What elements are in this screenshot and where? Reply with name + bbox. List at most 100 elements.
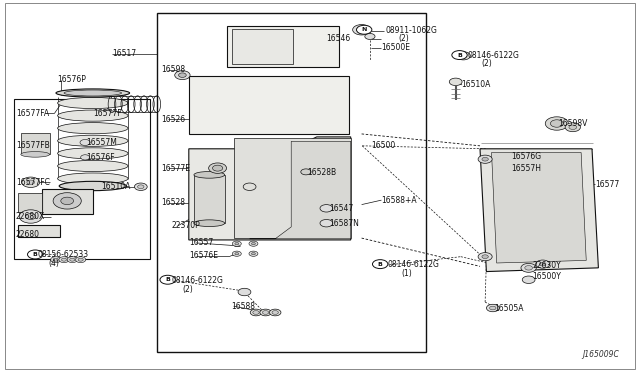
Circle shape: [78, 258, 83, 261]
Circle shape: [353, 25, 371, 35]
Circle shape: [28, 250, 43, 259]
Text: 16557: 16557: [189, 238, 213, 247]
Circle shape: [250, 309, 262, 316]
Ellipse shape: [21, 152, 50, 157]
Ellipse shape: [59, 181, 127, 190]
Circle shape: [76, 257, 86, 263]
Circle shape: [238, 288, 251, 296]
Ellipse shape: [58, 97, 128, 109]
Circle shape: [525, 266, 532, 270]
Text: 16557H: 16557H: [511, 164, 541, 173]
Circle shape: [365, 33, 375, 39]
Polygon shape: [480, 149, 598, 272]
Circle shape: [356, 25, 372, 34]
Circle shape: [536, 260, 550, 268]
Circle shape: [134, 183, 147, 190]
Text: 16557M: 16557M: [86, 138, 117, 147]
Text: 16588: 16588: [232, 302, 256, 311]
Text: 16505A: 16505A: [494, 304, 524, 312]
Text: 16500: 16500: [371, 141, 396, 150]
Text: 22370P: 22370P: [172, 221, 200, 230]
Circle shape: [569, 125, 577, 129]
Bar: [157, 13, 426, 352]
Circle shape: [26, 214, 36, 219]
Polygon shape: [250, 141, 351, 239]
Circle shape: [179, 73, 186, 77]
Circle shape: [61, 197, 74, 205]
Circle shape: [372, 260, 388, 269]
Text: 22680X: 22680X: [16, 212, 45, 221]
Circle shape: [232, 241, 241, 246]
Text: 16577FB: 16577FB: [16, 141, 50, 150]
Circle shape: [460, 54, 467, 58]
Circle shape: [235, 243, 239, 245]
Circle shape: [80, 140, 90, 145]
Text: 16576P: 16576P: [58, 76, 86, 84]
Circle shape: [61, 258, 67, 261]
Ellipse shape: [194, 171, 225, 178]
Text: 22630Y: 22630Y: [532, 262, 561, 270]
Circle shape: [235, 253, 239, 255]
Text: 22680: 22680: [16, 230, 40, 239]
Ellipse shape: [301, 169, 311, 175]
Circle shape: [565, 123, 580, 132]
Circle shape: [175, 71, 190, 80]
Circle shape: [260, 309, 271, 316]
Ellipse shape: [56, 89, 129, 97]
Circle shape: [550, 120, 563, 127]
Polygon shape: [189, 137, 351, 240]
Text: 16576G: 16576G: [511, 153, 541, 161]
Circle shape: [59, 257, 69, 263]
Circle shape: [522, 276, 535, 283]
Ellipse shape: [58, 135, 128, 146]
Bar: [18, 193, 42, 212]
Circle shape: [272, 311, 278, 314]
Bar: [21, 133, 50, 154]
Text: 16500Y: 16500Y: [532, 272, 561, 281]
Circle shape: [478, 155, 492, 163]
Text: 16576E: 16576E: [189, 251, 218, 260]
Circle shape: [486, 304, 499, 312]
Text: 16528B: 16528B: [307, 168, 337, 177]
Circle shape: [262, 311, 269, 314]
Circle shape: [249, 241, 258, 246]
Text: 16588+A: 16588+A: [381, 196, 417, 205]
Text: 16526: 16526: [161, 115, 186, 124]
Polygon shape: [234, 138, 351, 238]
Circle shape: [320, 219, 333, 227]
Text: (4): (4): [48, 259, 59, 268]
Text: 16577F: 16577F: [93, 109, 122, 118]
Circle shape: [478, 253, 492, 261]
Bar: [42, 189, 93, 214]
Text: 08146-6122G: 08146-6122G: [172, 276, 223, 285]
Circle shape: [482, 255, 488, 259]
Text: 16517: 16517: [112, 49, 136, 58]
Circle shape: [51, 257, 61, 263]
Text: (2): (2): [182, 285, 193, 294]
Ellipse shape: [209, 163, 227, 173]
Ellipse shape: [58, 110, 128, 121]
Text: 16528: 16528: [161, 198, 186, 207]
Circle shape: [320, 205, 333, 212]
Circle shape: [138, 185, 144, 189]
Text: 16510A: 16510A: [461, 80, 490, 89]
Text: 08146-6122G: 08146-6122G: [467, 51, 519, 60]
Polygon shape: [492, 153, 586, 263]
Text: N: N: [362, 27, 367, 32]
Text: 16598V: 16598V: [558, 119, 588, 128]
Circle shape: [482, 157, 488, 161]
Text: J165009C: J165009C: [582, 350, 620, 359]
Text: B: B: [33, 252, 38, 257]
Circle shape: [232, 251, 241, 256]
Text: 16547: 16547: [330, 204, 354, 213]
Text: 16546: 16546: [326, 34, 351, 43]
Bar: [18, 225, 60, 237]
Circle shape: [253, 311, 259, 314]
Circle shape: [252, 243, 255, 245]
Circle shape: [249, 251, 258, 256]
Text: 08911-1062G: 08911-1062G: [385, 26, 437, 35]
Circle shape: [456, 52, 470, 60]
Text: 08146-6122G: 08146-6122G: [388, 260, 440, 269]
Circle shape: [81, 155, 90, 160]
Bar: [14, 99, 150, 259]
